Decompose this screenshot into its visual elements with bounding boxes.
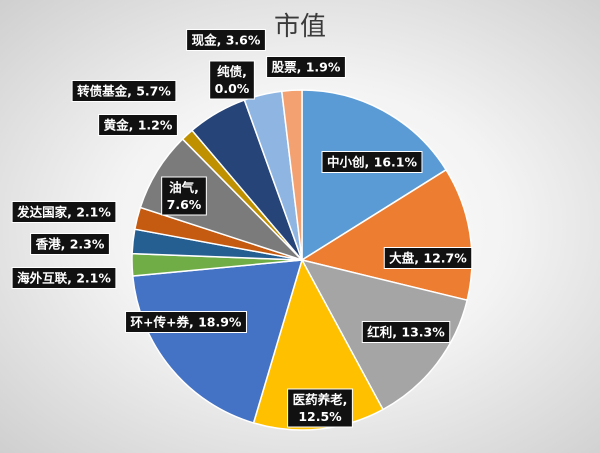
svg-text:油气,: 油气, bbox=[169, 180, 199, 195]
data-label: 现金, 3.6% bbox=[186, 29, 266, 51]
pie-slice bbox=[252, 258, 384, 431]
data-labels: 中小创, 16.1% 大盘, 12.7% 红利, 13.3% 医药养老, 12.5% 环+… bbox=[11, 29, 473, 428]
svg-text:红利, 13.3%: 红利, 13.3% bbox=[367, 325, 445, 340]
svg-text:现金, 3.6%: 现金, 3.6% bbox=[192, 33, 261, 48]
svg-text:发达国家, 2.1%: 发达国家, 2.1% bbox=[16, 205, 111, 220]
svg-text:大盘, 12.7%: 大盘, 12.7% bbox=[389, 251, 467, 266]
pie-slice bbox=[131, 259, 304, 424]
data-label: 发达国家, 2.1% bbox=[11, 201, 117, 223]
svg-text:纯债,: 纯债, bbox=[217, 64, 247, 79]
svg-text:环+传+券, 18.9%: 环+传+券, 18.9% bbox=[131, 315, 242, 330]
data-label: 油气, 7.6% bbox=[161, 176, 207, 216]
data-label: 黄金, 1.2% bbox=[98, 114, 178, 136]
data-label: 股票, 1.9% bbox=[266, 56, 346, 78]
data-label: 中小创, 16.1% bbox=[321, 151, 423, 173]
pie-slice bbox=[280, 89, 303, 261]
data-label: 纯债, 0.0% bbox=[209, 60, 255, 100]
data-label: 海外互联, 2.1% bbox=[11, 267, 117, 289]
svg-text:海外互联, 2.1%: 海外互联, 2.1% bbox=[17, 271, 111, 286]
svg-text:黄金, 1.2%: 黄金, 1.2% bbox=[104, 118, 173, 133]
pie-slice bbox=[301, 89, 448, 262]
svg-text:0.0%: 0.0% bbox=[215, 81, 250, 96]
svg-text:医药养老,: 医药养老, bbox=[293, 392, 348, 407]
svg-text:香港, 2.3%: 香港, 2.3% bbox=[35, 237, 105, 252]
data-label: 香港, 2.3% bbox=[30, 233, 110, 255]
svg-text:中小创, 16.1%: 中小创, 16.1% bbox=[327, 155, 417, 170]
data-label: 红利, 13.3% bbox=[361, 321, 451, 343]
svg-text:7.6%: 7.6% bbox=[167, 197, 202, 212]
pie-slices bbox=[131, 89, 473, 431]
svg-text:12.5%: 12.5% bbox=[298, 409, 342, 424]
chart-title: 市值 bbox=[273, 12, 326, 42]
svg-text:股票, 1.9%: 股票, 1.9% bbox=[272, 60, 341, 75]
data-label: 转债基金, 5.7% bbox=[71, 80, 177, 102]
svg-text:转债基金, 5.7%: 转债基金, 5.7% bbox=[77, 84, 171, 99]
data-label: 医药养老, 12.5% bbox=[287, 388, 353, 428]
data-label: 大盘, 12.7% bbox=[383, 247, 473, 269]
data-label: 环+传+券, 18.9% bbox=[125, 311, 247, 333]
